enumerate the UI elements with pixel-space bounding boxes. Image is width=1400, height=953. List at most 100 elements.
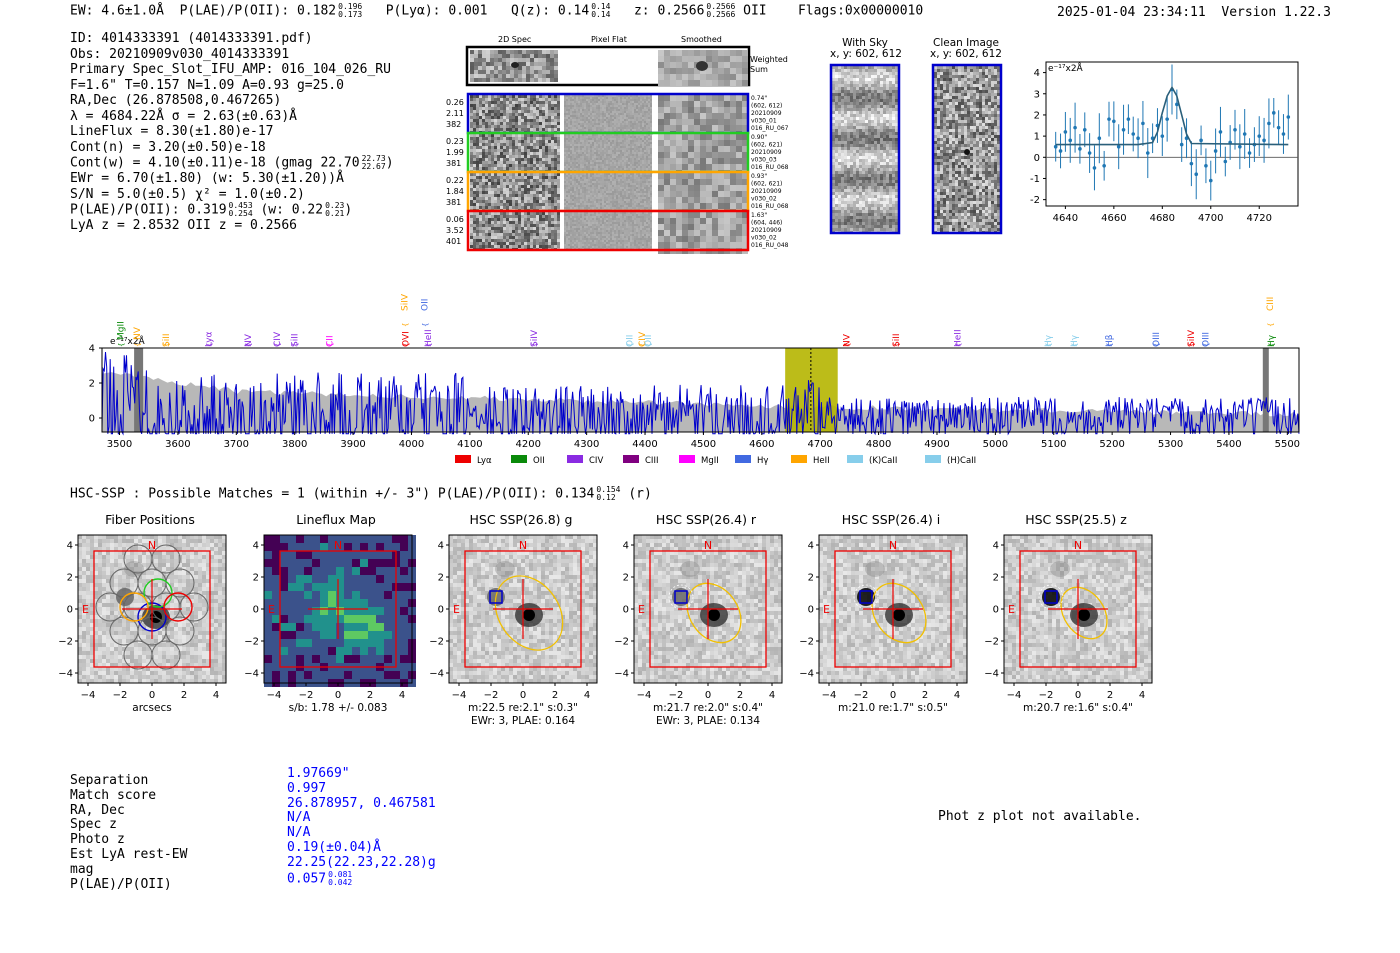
- spectrum-line-label: Hγ: [1267, 334, 1277, 347]
- spectrum-line-label: OIII: [1152, 332, 1162, 347]
- cutout-row-3-meta-left-0: 0.06: [446, 215, 464, 224]
- info-plae-text: P(LAE)/P(OII): 0.319: [70, 202, 227, 218]
- fiber-orange: [119, 592, 149, 622]
- info-radec: RA,Dec (26.878508,0.467265): [70, 93, 282, 108]
- detection-info: ID: 4014333391 (4014333391.pdf) Obs: 202…: [70, 31, 394, 234]
- hsc-ytick-label: 2: [67, 573, 73, 584]
- hsc-xtick-label: 0: [335, 690, 341, 701]
- hsc-companion-source: [672, 588, 690, 606]
- spectrum-line-label: OII: [420, 299, 430, 311]
- cutout-row-1-meta-left-0: 0.23: [446, 137, 464, 146]
- spectrum-masked-right: [1262, 348, 1269, 432]
- hsc-panel-image: N E −4 4 −2 2 0 0 2 −2 4 −4 arcsecs: [58, 534, 227, 714]
- cutout-row-1-smooth: [658, 134, 748, 176]
- cutout-row-1-meta-right-0: 0.90": [751, 134, 767, 141]
- hsc-panel-2: HSC SSP(26.8) g N E −4 4 −2 2 0 0 2 −2 4 −4 m:22.5 re…: [425, 512, 609, 731]
- hsc-ytick-label: 0: [438, 605, 444, 616]
- match-value-text: 1.97669": [287, 766, 350, 781]
- spectrum-line-marker: {: [954, 343, 962, 347]
- cutout-row-3-frame: [466, 209, 750, 252]
- hsc-xtick-label: 4: [584, 690, 590, 701]
- cutout-row-1-meta-right-2: 20210909: [751, 149, 782, 156]
- zoom-line-fit-chart: -2 -1 0 1 2 3 4 4640 4660 4680 4700 4720 e⁻¹⁷x2Å: [1030, 61, 1299, 224]
- hsc-xtick-label: 0: [890, 690, 896, 701]
- spectrum-line-marker: {: [1071, 343, 1079, 347]
- spectrum-legend-swatch: [735, 455, 751, 463]
- hsc-counterpart-box: [1044, 590, 1058, 604]
- cutout-row-1-meta-right-1: (602, 621): [751, 142, 782, 149]
- spectrum-line-label: CIV: [638, 331, 648, 347]
- weighted-2d-noise: [470, 50, 558, 82]
- spectrum-line-marker: {: [401, 323, 409, 327]
- hsc-panel-caption: m:22.5 re:2.1" s:0.3": [468, 702, 578, 714]
- spectrum-line-label: SiII: [291, 333, 301, 347]
- info-sn: S/N = 5.0(±0.5) χ² = 1.0(±0.2): [70, 186, 305, 202]
- header-z-lo: 0.2566: [706, 10, 736, 19]
- hsc-xtick-label: −4: [637, 690, 652, 701]
- cutout-row-0-gap1: [560, 94, 564, 133]
- cutout-row-2-gap1: [560, 172, 564, 211]
- cutout-row-2-meta-left-2: 381: [446, 198, 461, 207]
- zoom-data-point: [1063, 130, 1068, 134]
- hsc-source-core: [708, 609, 720, 621]
- zoom-data-point: [1073, 125, 1077, 130]
- spectrum-xtick-label: 3700: [224, 439, 249, 450]
- spectrum-line-marker: {: [645, 343, 653, 347]
- hsc-xtick-label: 2: [367, 690, 373, 701]
- spectrum-legend-swatch: [791, 455, 807, 463]
- cutout-row-2-meta-right-4: 016_RU_068: [751, 203, 789, 210]
- spectrum-legend-label: MgII: [701, 456, 719, 465]
- hsc-counterpart-box: [859, 590, 873, 604]
- info-ewr: EWr = 6.70(±1.80) (w: 5.30(±1.20))Å: [70, 171, 344, 186]
- spectrum-line-label: OIII: [1202, 332, 1212, 347]
- cutout-row-3-meta-right-2: 20210909: [751, 227, 782, 234]
- hsc-ytick-label: 2: [253, 573, 259, 584]
- hsc-north-source: [495, 561, 515, 577]
- spectrum-line-label: OII: [625, 335, 635, 347]
- hsc-xtick-label: −4: [267, 690, 282, 701]
- zoom-data-point: [1082, 127, 1087, 132]
- hsc-ytick-label: −4: [614, 669, 629, 680]
- spectrum-line-marker: {: [245, 343, 253, 347]
- spectrum-legend-swatch: [623, 455, 639, 463]
- photz-message: Phot z plot not available.: [938, 809, 1142, 824]
- hsc-xtick-label: 0: [705, 690, 711, 701]
- spectrum-legend-label: CIV: [589, 456, 603, 465]
- hsc-ytick-label: 0: [623, 605, 629, 616]
- hsc-counterpart-circle: [668, 584, 694, 610]
- hsc-panel-caption: m:21.0 re:1.7" s:0.5": [838, 702, 948, 714]
- spectrum-xtick-label: 5400: [1216, 439, 1241, 450]
- spectrum-line-label: SiIV: [400, 293, 410, 311]
- zoom-data-point: [1068, 138, 1073, 143]
- cutout-row-1-meta-left-2: 381: [446, 159, 461, 168]
- spectrum-line-label: NV: [133, 326, 143, 340]
- hsc-north-label: N: [519, 539, 527, 552]
- spectrum-xtick-label: 4600: [749, 439, 774, 450]
- hsc-east-label: E: [1008, 603, 1015, 616]
- zoom-data-point: [1058, 149, 1063, 153]
- hsc-ytick-label: −4: [244, 669, 259, 680]
- spectrum-line-marker: {: [205, 343, 213, 347]
- spectrum-legend-swatch: [511, 455, 527, 463]
- col-2d-spec: 2D Spec: [498, 35, 532, 44]
- info-contw-text: Cont(w) = 4.10(±0.11)e-18 (gmag 22.70: [70, 155, 360, 171]
- match-label: Spec z: [70, 817, 117, 833]
- match-label: Separation: [70, 773, 149, 788]
- zoom-data-point: [1126, 117, 1131, 121]
- hsc-source-core: [893, 609, 905, 621]
- spectrum-xtick-label: 4800: [866, 439, 891, 450]
- hsc-xtick-label: −4: [81, 690, 96, 701]
- hsc-ytick-label: −2: [614, 637, 629, 648]
- zoom-ytick-label: 0: [1034, 153, 1040, 164]
- spectrum-legend-swatch: [567, 455, 583, 463]
- hsc-north-label: N: [889, 539, 897, 552]
- spectrum-xtick-label: 4100: [457, 439, 482, 450]
- with-sky-coords: x, y: 602, 612: [830, 48, 902, 60]
- cutout-row-1-meta-right-3: v030_03: [751, 157, 777, 164]
- weighted-sum-label: Weighted Sum: [750, 55, 788, 75]
- header-datetime: 2025-01-04 23:34:11: [1057, 5, 1206, 20]
- hsc-east-label: E: [82, 603, 89, 616]
- hsc-title: HSC-SSP : Possible Matches = 1 (within +…: [70, 486, 652, 502]
